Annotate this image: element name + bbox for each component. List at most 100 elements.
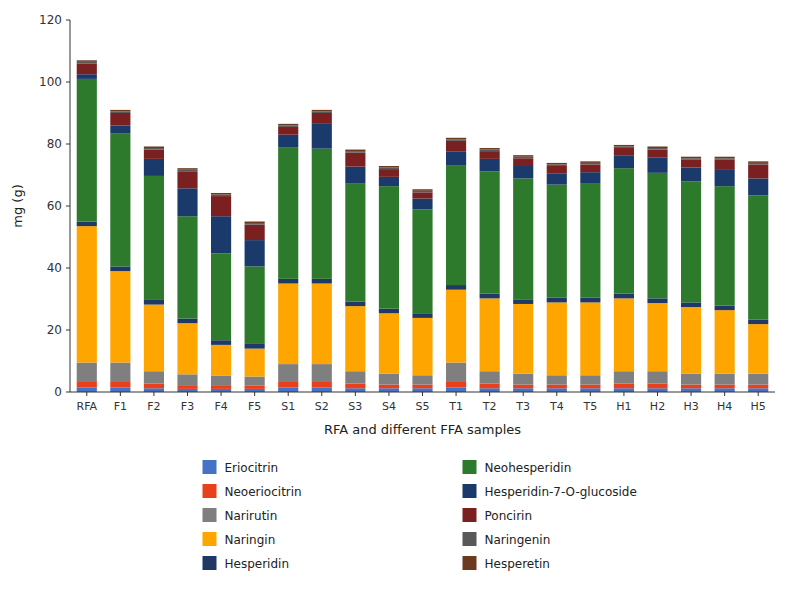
bar-segment — [480, 148, 500, 150]
bar-segment — [379, 374, 399, 385]
bar-segment — [345, 151, 365, 153]
bar-segment — [614, 384, 634, 389]
bar-segment — [614, 146, 634, 148]
bar-segment — [110, 111, 130, 113]
bar-segment — [513, 299, 533, 304]
bar-segment — [647, 148, 667, 150]
bar-segment — [480, 150, 500, 152]
bar-segment — [715, 306, 735, 311]
bar-segment — [446, 166, 466, 285]
bar-segment — [412, 318, 432, 375]
bar-segment — [580, 298, 600, 303]
bar-segment — [312, 364, 332, 381]
bar-segment — [748, 319, 768, 324]
bar-segment — [681, 168, 701, 182]
legend-label: Hesperetin — [485, 557, 550, 571]
bar-segment — [614, 168, 634, 294]
bar-segment — [110, 110, 130, 112]
bar-segment — [379, 168, 399, 170]
bar-segment — [177, 168, 197, 170]
x-tick-label: S2 — [315, 400, 329, 413]
bar-segment — [211, 376, 231, 385]
x-tick — [254, 392, 255, 396]
legend-label: Narirutin — [225, 509, 278, 523]
legend-label: Hesperidin — [225, 557, 289, 571]
bar-segment — [547, 375, 567, 384]
bar-segment — [715, 186, 735, 305]
y-tick — [66, 268, 70, 269]
bar-segment — [245, 225, 265, 241]
bar-segment — [345, 388, 365, 392]
bar-segment — [412, 189, 432, 191]
bar-segment — [614, 294, 634, 299]
bar-segment — [647, 146, 667, 148]
bar-segment — [379, 388, 399, 392]
bar-segment — [245, 240, 265, 266]
bar-segment — [647, 157, 667, 173]
bar-segment — [144, 305, 164, 372]
bar-segment — [412, 375, 432, 384]
bar-segment — [177, 170, 197, 172]
bar-segment — [345, 150, 365, 152]
bar-segment — [715, 169, 735, 186]
bar-segment — [278, 381, 298, 387]
legend-label: Eriocitrin — [225, 461, 279, 475]
bar-segment — [211, 193, 231, 195]
x-tick — [355, 392, 356, 396]
bar-segment — [614, 145, 634, 147]
bar-segment — [647, 150, 667, 158]
bar-segment — [177, 171, 197, 188]
bar-segment — [647, 384, 667, 389]
bar-segment — [748, 388, 768, 392]
bar-segment — [446, 138, 466, 140]
bar-segment — [580, 183, 600, 298]
bar-segment — [412, 191, 432, 193]
bar-segment — [144, 371, 164, 383]
bars — [77, 60, 769, 392]
bar-segment — [144, 388, 164, 392]
bar-segment — [480, 384, 500, 389]
bar-segment — [211, 196, 231, 216]
bar-segment — [177, 374, 197, 385]
bar-segment — [748, 385, 768, 389]
x-tick — [321, 392, 322, 396]
legend-label: Poncirin — [485, 509, 533, 523]
bar-segment — [379, 177, 399, 186]
bar-segment — [446, 141, 466, 152]
x-tick — [523, 392, 524, 396]
bar-segment — [77, 381, 97, 387]
bar-segment — [513, 155, 533, 157]
bar-segment — [345, 384, 365, 389]
x-tick — [691, 392, 692, 396]
bar-segment — [446, 381, 466, 387]
bar-segment — [580, 164, 600, 172]
bar-segment — [245, 344, 265, 349]
bar-segment — [77, 222, 97, 227]
bar-segment — [345, 301, 365, 306]
bar-segment — [77, 62, 97, 64]
legend-label: Naringin — [225, 533, 276, 547]
legend-label: Neoeriocitrin — [225, 485, 302, 499]
bar-segment — [513, 158, 533, 166]
bar-segment — [715, 310, 735, 374]
bar-segment — [614, 298, 634, 371]
bar-segment — [681, 160, 701, 168]
bar-segment — [177, 323, 197, 374]
y-tick-label: 120 — [39, 13, 62, 27]
bar-segment — [177, 188, 197, 216]
chart: 020406080100120RFAF1F2F3F4F5S1S2S3S4S5T1… — [0, 0, 794, 602]
bar-segment — [77, 226, 97, 362]
bar-segment — [513, 166, 533, 178]
y-tick — [66, 392, 70, 393]
bar-segment — [144, 300, 164, 305]
x-tick-label: T2 — [482, 400, 497, 413]
legend-swatch — [463, 556, 477, 570]
x-tick — [590, 392, 591, 396]
bar-segment — [278, 135, 298, 147]
legend-label: Neohesperidin — [485, 461, 572, 475]
bar-segment — [211, 345, 231, 376]
bar-segment — [211, 340, 231, 345]
bar-segment — [748, 161, 768, 163]
x-tick — [221, 392, 222, 396]
y-tick-label: 60 — [47, 199, 62, 213]
